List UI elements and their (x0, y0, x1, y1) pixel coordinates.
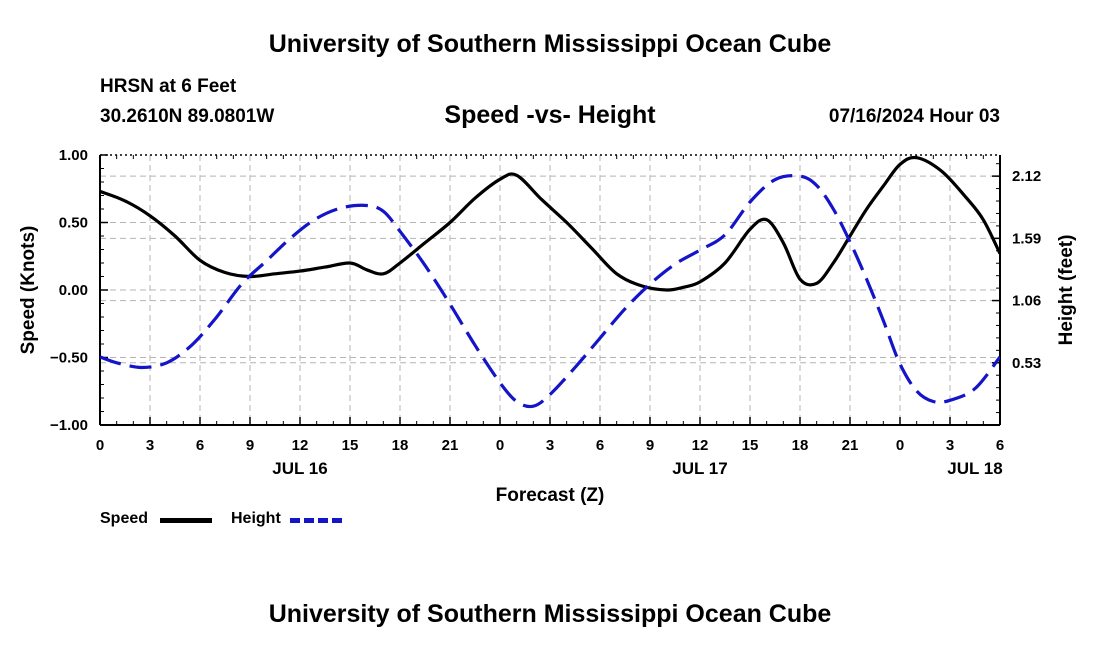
legend-speed-line (160, 518, 212, 523)
x-tick-label: 3 (546, 437, 554, 454)
y-tick-label: 1.00 (59, 147, 88, 164)
series-line-speed (100, 155, 1000, 292)
chart-subtitle: Speed -vs- Height (444, 101, 656, 129)
x-tick-label: 12 (292, 437, 309, 454)
x-tick-label: 9 (246, 437, 254, 454)
y2-tick-label: 1.59 (1012, 230, 1041, 247)
speed-height-chart: 0 3 6 9 12 15 18 21 0 3 6 9 12 15 18 21 0 3 6 1.00 0.50 0.00 −… (18, 147, 1077, 506)
x-tick-label: 12 (692, 437, 709, 454)
x-tick-label: 18 (392, 437, 409, 454)
x-tick-label: 3 (946, 437, 954, 454)
y2-tick-label: 2.12 (1012, 168, 1041, 185)
forecast-datetime: 07/16/2024 Hour 03 (828, 106, 1000, 127)
x-tick-label: 18 (792, 437, 809, 454)
station-label: HRSN at 6 Feet (100, 76, 237, 97)
x-tick-label: 21 (842, 437, 859, 454)
x-tick-label: 3 (146, 437, 154, 454)
legend-height-label: Height (231, 510, 281, 527)
x-tick-label: 0 (496, 437, 504, 454)
x-tick-label: 6 (196, 437, 204, 454)
x-tick-label: 0 (896, 437, 904, 454)
x-tick-label: 15 (342, 437, 359, 454)
date-label: JUL 17 (672, 459, 727, 478)
legend-height-line (290, 518, 342, 523)
date-label: JUL 16 (272, 459, 327, 478)
x-tick-label: 9 (646, 437, 654, 454)
y-tick-label: −0.50 (50, 350, 88, 367)
y-tick-label: 0.50 (59, 215, 88, 232)
y-axis-title: Speed (Knots) (18, 226, 39, 355)
series-line-height (100, 174, 1000, 409)
x-tick-label: 15 (742, 437, 759, 454)
y2-tick-label: 1.06 (1012, 293, 1041, 310)
date-label: JUL 18 (947, 459, 1002, 478)
legend-speed-label: Speed (100, 510, 149, 527)
y2-tick-label: 0.53 (1012, 355, 1041, 372)
station-coordinates: 30.2610N 89.0801W (100, 106, 275, 127)
x-tick-label: 6 (596, 437, 604, 454)
x-tick-label: 21 (442, 437, 459, 454)
x-tick-label: 0 (96, 437, 104, 454)
footer-title: University of Southern Mississippi Ocean… (268, 600, 832, 628)
x-tick-label: 6 (996, 437, 1004, 454)
page-title: University of Southern Mississippi Ocean… (268, 30, 832, 58)
x-axis-title: Forecast (Z) (496, 485, 605, 506)
y-tick-label: −1.00 (50, 417, 88, 434)
y2-axis-title: Height (feet) (1056, 235, 1077, 346)
y-tick-label: 0.00 (59, 282, 88, 299)
